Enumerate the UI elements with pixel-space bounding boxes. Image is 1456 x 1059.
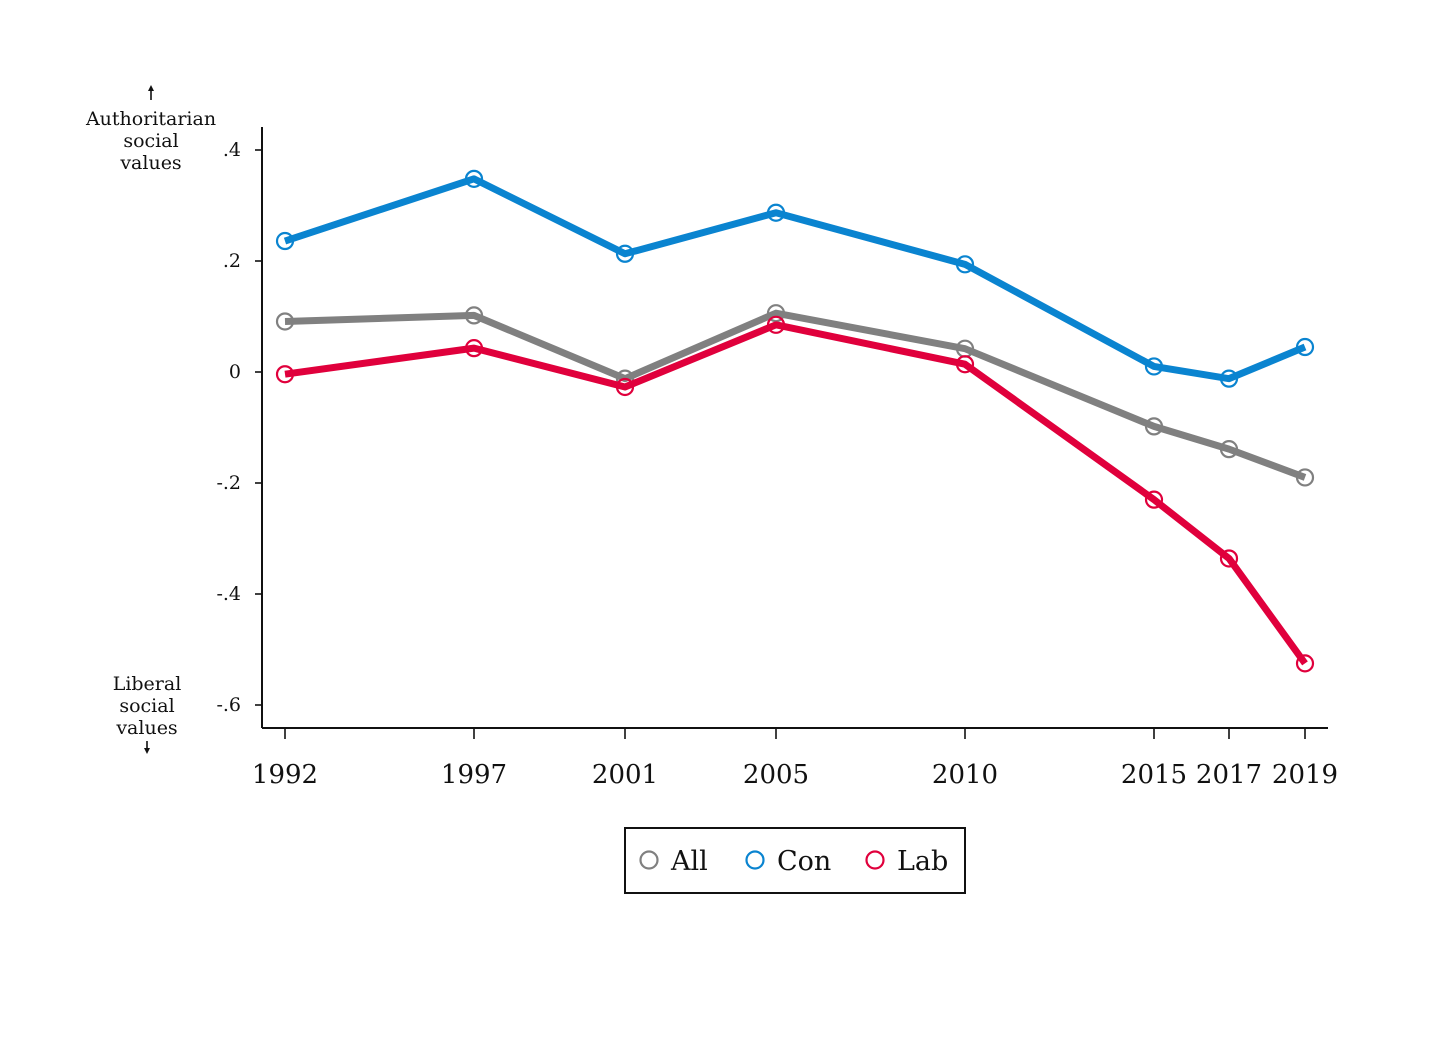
y-tick-label: .4 (223, 139, 241, 161)
bottom-annotation-line-3: values (115, 717, 177, 739)
x-tick-label: 2015 (1121, 760, 1187, 790)
bottom-annotation-line-1: Liberal (113, 673, 182, 695)
data-point-lab (464, 339, 484, 358)
y-tick-label: .2 (223, 250, 241, 272)
data-point-con (1219, 369, 1239, 388)
x-tick-label: 2010 (932, 760, 998, 790)
series-layer (275, 169, 1315, 673)
x-tick-label: 1997 (441, 760, 507, 790)
up-arrowhead-icon (148, 85, 154, 91)
series-line-all (284, 309, 1307, 481)
x-tick-label: 2005 (743, 760, 809, 790)
data-point-lab (766, 315, 786, 334)
series-line-con (283, 175, 1307, 383)
data-point-all (766, 304, 786, 323)
data-point-all (1295, 468, 1315, 487)
data-point-all (1219, 440, 1239, 459)
top-annotation-line-1: Authoritarian (85, 108, 216, 130)
legend-box (624, 827, 966, 894)
x-tick-label: 1992 (252, 760, 318, 790)
bottom-annotation-line-2: social (119, 695, 174, 717)
top-annotation: Authoritarian social values (85, 85, 216, 174)
y-axis: .4 .2 0 -.2 -.4 -.6 (216, 127, 263, 728)
down-arrowhead-icon (144, 748, 150, 754)
y-tick-label: -.4 (216, 583, 241, 605)
top-annotation-line-2: social (123, 130, 178, 152)
data-point-lab (1295, 654, 1315, 673)
legend-item-con: Con (745, 846, 831, 877)
data-point-lab (275, 365, 295, 384)
data-point-all (464, 306, 484, 325)
data-point-con (1144, 357, 1164, 376)
y-tick-label: -.2 (216, 472, 241, 494)
legend-label: Con (777, 846, 831, 877)
bottom-annotation: Liberal social values (113, 673, 182, 754)
data-point-con (955, 255, 975, 274)
x-tick-label: 2017 (1196, 760, 1262, 790)
top-annotation-line-3: values (119, 152, 181, 174)
data-point-con (464, 169, 484, 188)
data-point-lab (1144, 490, 1164, 509)
y-tick-label: -.6 (216, 694, 241, 716)
legend-marker-icon (865, 850, 885, 870)
data-point-con (275, 231, 295, 251)
legend-marker-icon (745, 850, 765, 870)
data-point-lab (955, 355, 975, 374)
legend-label: Lab (897, 846, 948, 877)
x-tick-label: 2019 (1272, 760, 1338, 790)
legend: All Con Lab (624, 827, 966, 894)
data-point-con (615, 244, 635, 263)
legend-item-all: All (639, 846, 708, 877)
data-point-lab (615, 377, 635, 397)
x-axis: 1992 1997 2001 2005 2010 2015 2017 2019 (252, 727, 1338, 790)
data-point-con (1295, 337, 1315, 357)
legend-item-lab: Lab (865, 846, 948, 877)
y-tick-label: 0 (229, 361, 241, 383)
data-point-con (766, 203, 786, 222)
data-point-all (275, 312, 295, 331)
legend-marker-icon (639, 850, 659, 870)
legend-label: All (670, 846, 708, 877)
series-lab (275, 315, 1315, 673)
series-con (275, 169, 1315, 388)
x-tick-label: 2001 (592, 760, 658, 790)
series-line-lab (284, 321, 1308, 666)
data-point-all (1144, 417, 1164, 436)
data-point-lab (1219, 549, 1239, 568)
